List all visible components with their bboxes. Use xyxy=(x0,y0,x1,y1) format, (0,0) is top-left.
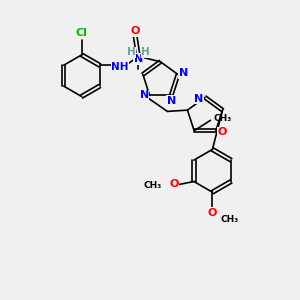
Text: Cl: Cl xyxy=(76,28,88,38)
Text: H: H xyxy=(142,47,150,57)
Text: O: O xyxy=(208,208,217,218)
Text: O: O xyxy=(218,127,227,137)
Text: N: N xyxy=(179,68,188,78)
Text: N: N xyxy=(134,54,143,64)
Text: N: N xyxy=(194,94,203,104)
Text: O: O xyxy=(130,26,140,36)
Text: N: N xyxy=(167,96,176,106)
Text: O: O xyxy=(169,179,179,190)
Text: CH₃: CH₃ xyxy=(144,182,162,190)
Text: H: H xyxy=(127,47,136,57)
Text: N: N xyxy=(140,90,149,100)
Text: CH₃: CH₃ xyxy=(214,114,232,123)
Text: CH₃: CH₃ xyxy=(221,215,239,224)
Text: NH: NH xyxy=(111,62,129,72)
